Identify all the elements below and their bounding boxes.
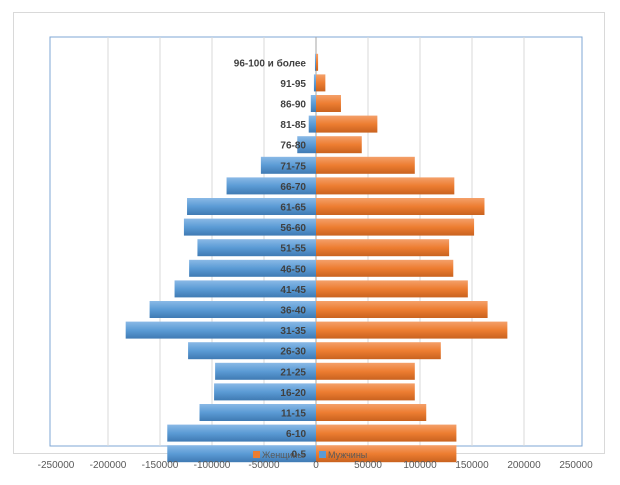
bar-women bbox=[316, 74, 326, 92]
bar-men bbox=[188, 342, 316, 360]
category-label: 81-85 bbox=[280, 120, 306, 131]
x-tick-label: -200000 bbox=[90, 460, 127, 471]
legend-swatch-men bbox=[319, 451, 326, 458]
x-tick-label: 0 bbox=[313, 460, 319, 471]
x-tick-label: -50000 bbox=[248, 460, 280, 471]
category-label: 21-25 bbox=[280, 367, 306, 378]
category-label: 91-95 bbox=[280, 79, 306, 90]
category-label: 71-75 bbox=[280, 161, 306, 172]
category-label: 0-5 bbox=[292, 450, 307, 461]
category-label: 51-55 bbox=[280, 244, 306, 255]
bar-men bbox=[189, 259, 316, 277]
x-tick-label: 150000 bbox=[455, 460, 489, 471]
x-tick-label: 50000 bbox=[354, 460, 382, 471]
category-label: 66-70 bbox=[280, 182, 306, 193]
category-label: 76-80 bbox=[280, 141, 306, 152]
category-label: 86-90 bbox=[280, 100, 306, 111]
bar-men bbox=[187, 198, 316, 215]
category-label: 26-30 bbox=[280, 347, 306, 358]
bar-women bbox=[316, 198, 485, 215]
bar-women bbox=[316, 424, 457, 442]
category-label: 31-35 bbox=[280, 326, 306, 337]
bar-men bbox=[215, 362, 316, 380]
bar-men bbox=[199, 404, 316, 421]
bar-women bbox=[316, 404, 427, 421]
bar-women bbox=[316, 342, 441, 360]
bar-women bbox=[316, 362, 415, 380]
category-label: 6-10 bbox=[286, 429, 306, 440]
bar-women bbox=[316, 280, 468, 298]
bar-men bbox=[167, 424, 316, 442]
bar-men bbox=[310, 95, 316, 112]
legend-label-men: Мужчины bbox=[328, 450, 367, 460]
bar-men bbox=[297, 136, 316, 154]
x-tick-label: 200000 bbox=[507, 460, 541, 471]
bar-men bbox=[197, 239, 316, 257]
x-tick-label: -100000 bbox=[194, 460, 231, 471]
bar-women bbox=[316, 383, 415, 401]
bar-women bbox=[316, 115, 378, 133]
bar-women bbox=[316, 301, 488, 318]
bar-men bbox=[149, 301, 316, 318]
category-label: 41-45 bbox=[280, 285, 306, 296]
bar-women bbox=[316, 156, 415, 174]
bar-women bbox=[316, 136, 362, 154]
bar-men bbox=[260, 156, 316, 174]
category-label: 36-40 bbox=[280, 306, 306, 317]
bar-men bbox=[313, 74, 316, 92]
bar-women bbox=[316, 53, 319, 71]
x-tick-label: 250000 bbox=[559, 460, 593, 471]
bar-women bbox=[316, 218, 475, 236]
bar-men bbox=[226, 177, 316, 195]
bar-men bbox=[125, 321, 317, 339]
x-tick-label: -150000 bbox=[142, 460, 179, 471]
bar-men bbox=[183, 218, 316, 236]
bar-men bbox=[314, 53, 316, 71]
x-tick-label: 100000 bbox=[403, 460, 437, 471]
category-label: 96-100 и более bbox=[234, 57, 307, 69]
category-label: 11-15 bbox=[281, 409, 306, 420]
category-label: 56-60 bbox=[280, 223, 306, 234]
bar-women bbox=[316, 95, 341, 112]
bar-women bbox=[316, 445, 457, 463]
bar-men bbox=[214, 383, 316, 401]
category-label: 46-50 bbox=[280, 264, 306, 275]
bar-women bbox=[316, 177, 455, 195]
bar-men bbox=[174, 280, 316, 298]
bar-men bbox=[167, 445, 316, 463]
legend-label-women: Женщины bbox=[262, 450, 304, 460]
bar-women bbox=[316, 321, 508, 339]
x-tick-label: -250000 bbox=[38, 460, 75, 471]
category-label: 61-65 bbox=[280, 203, 306, 214]
bar-men bbox=[308, 115, 316, 133]
bar-women bbox=[316, 239, 450, 257]
bar-women bbox=[316, 259, 454, 277]
legend-swatch-women bbox=[253, 451, 260, 458]
category-label: 16-20 bbox=[280, 388, 306, 399]
